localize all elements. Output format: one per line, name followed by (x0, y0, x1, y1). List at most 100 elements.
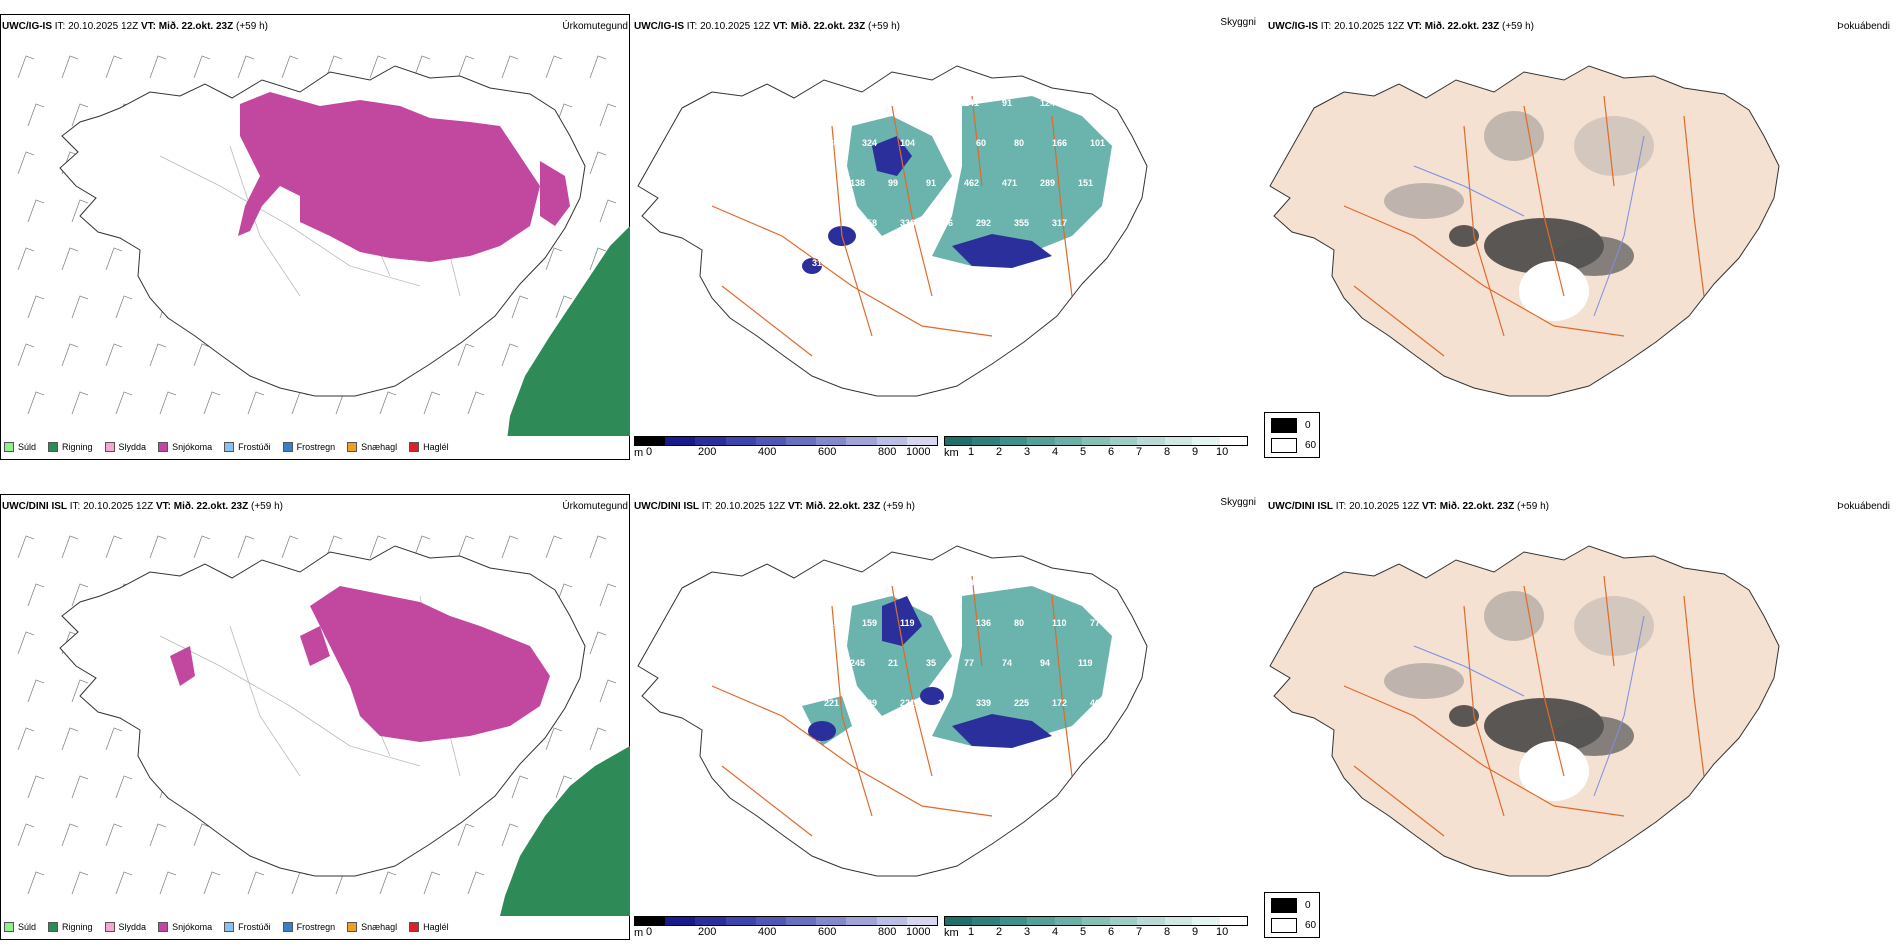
precip-type-panel: UWC/IG-IS IT: 20.10.2025 12Z VT: Mið. 22… (0, 0, 632, 470)
tick-label: 1000 (906, 926, 931, 938)
scale-step (1137, 437, 1165, 445)
wind-barb (27, 199, 45, 223)
cloud-base-label: 60 (976, 138, 986, 148)
scale-step (1027, 437, 1055, 445)
wind-barb (589, 727, 607, 751)
lead-time: (+59 h) (1502, 21, 1534, 32)
swatch-rain (48, 442, 59, 452)
panel-name: Þokuábendi (1837, 21, 1890, 32)
scale-step (816, 917, 847, 925)
swatch-drizzle (4, 442, 14, 452)
swatch-sleet (104, 922, 115, 932)
scale-step (846, 917, 877, 925)
wind-barb (105, 727, 123, 751)
swatch-hail (409, 922, 420, 932)
roads (711, 95, 1073, 357)
lead-time: (+59 h) (868, 21, 900, 32)
swatch-snow (158, 442, 169, 452)
scale-step (1137, 917, 1165, 925)
valid-label: VT: (1406, 21, 1422, 32)
wind-barb (105, 535, 123, 559)
cloud-base-label: 292 (976, 218, 991, 228)
lead-time: (+59 h) (236, 21, 268, 32)
legend-label: Frostúði (238, 442, 271, 452)
cloud-base-label: 124 (1040, 98, 1055, 108)
wind-barb (71, 199, 89, 223)
tick-label: 200 (698, 926, 717, 938)
legend-label: Slydda (118, 922, 147, 932)
wind-barb (27, 583, 45, 607)
cloud-base-label: 121 (1078, 98, 1093, 108)
rivers (1413, 135, 1645, 317)
cloud-base-label: 31 (812, 258, 822, 268)
ceiling-unit: m (634, 927, 644, 939)
tick-label: 0 (646, 446, 653, 458)
wind-barb (27, 871, 45, 895)
legend-item: Súld (4, 922, 36, 932)
scale-step (945, 917, 973, 925)
swatch-snow-pellets (347, 442, 358, 452)
lead-time: (+59 h) (251, 501, 283, 512)
cloud-base-label: 289 (1040, 178, 1055, 188)
ceiling-ticks: 0 200 400 600 800 1000 (634, 926, 938, 940)
wind-barb (545, 55, 563, 79)
panel-name: Úrkomutegund (562, 21, 628, 32)
legend-item: Súld (4, 442, 36, 452)
cloud-base-label: 340 (888, 98, 903, 108)
wind-barb (457, 823, 475, 847)
wind-barb (325, 55, 343, 79)
forecast-row-top: UWC/IG-IS IT: 20.10.2025 12Z VT: Mið. 22… (0, 0, 1900, 470)
wind-barb (17, 343, 35, 367)
wind-barb (193, 55, 211, 79)
cloud-base-label: 299 (862, 698, 877, 708)
snow-area (238, 92, 570, 262)
cloud-base-label: 136 (976, 618, 991, 628)
scale-step (635, 437, 666, 445)
valid-time: Mið. 22.okt. 23Z (158, 21, 234, 32)
cloud-base-label: 172 (1052, 698, 1067, 708)
init-time: IT: 20.10.2025 12Z (54, 21, 139, 32)
visibility-ticks: 1 2 3 4 5 6 7 8 9 10 (944, 446, 1248, 460)
cloud-base-label: 1 (812, 738, 817, 748)
scale-step (876, 917, 907, 925)
wind-barb (511, 295, 529, 319)
wind-barb (467, 391, 485, 415)
fog-panel: UWC/IG-IS IT: 20.10.2025 12Z VT: Mið. 22… (1264, 0, 1900, 470)
tick-label: 0 (646, 926, 653, 938)
fog-key-low-swatch (1271, 438, 1297, 453)
visibility-unit: km (944, 447, 959, 459)
precip-type-legend: Súld Rigning Slydda Snjókoma Frostúði Fr… (4, 917, 461, 937)
tick-label: 400 (758, 926, 777, 938)
cloud-base-label: 151 (1078, 178, 1093, 188)
iceland-map (17, 535, 630, 916)
model-name: UWC/DINI ISL (1268, 501, 1333, 512)
legend-item: Snjókoma (158, 442, 212, 452)
wind-barb (247, 871, 265, 895)
cloud-base-label: 89 (964, 578, 974, 588)
fog-field (1384, 591, 1654, 801)
wind-barb (149, 535, 167, 559)
cloud-base-label: 193 (938, 618, 953, 628)
legend-label: Snæhagl (361, 922, 398, 932)
wind-barb (115, 775, 133, 799)
fog-key-low-swatch (1271, 918, 1297, 933)
wind-barb (599, 583, 617, 607)
tick-label: 5 (1080, 446, 1087, 458)
scale-step (665, 437, 696, 445)
scale-step (999, 437, 1028, 445)
legend-item: Haglél (409, 922, 449, 932)
tick-label: 9 (1192, 926, 1199, 938)
tick-label: 800 (878, 926, 897, 938)
roads (1343, 575, 1705, 837)
cloud-base-label: 74 (1002, 658, 1012, 668)
wind-barb (27, 391, 45, 415)
cloud-base-label: 141 (964, 98, 979, 108)
cloud-base-label: 46 (1090, 698, 1100, 708)
scale-step (786, 917, 817, 925)
legend-item: Frostúði (224, 442, 271, 452)
scale-step (876, 437, 907, 445)
model-name: UWC/IG-IS (634, 21, 684, 32)
tick-label: 1 (968, 926, 975, 938)
tick-label: 7 (1136, 446, 1143, 458)
tick-label: 1000 (906, 446, 931, 458)
